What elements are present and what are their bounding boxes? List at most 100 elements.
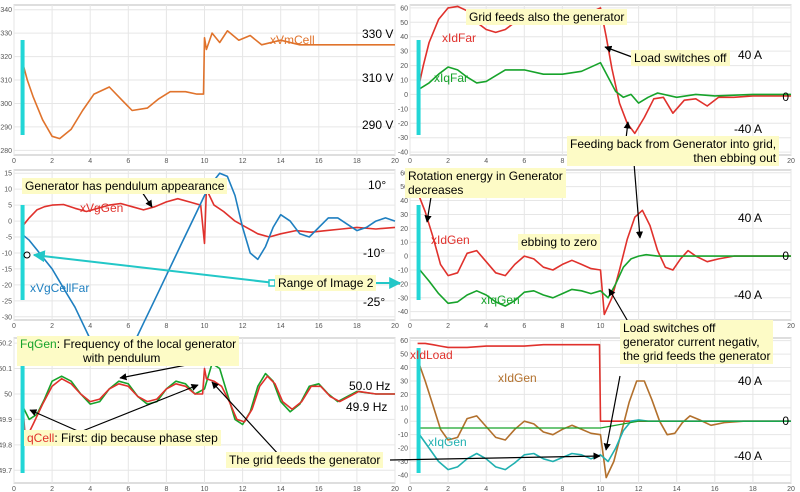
x-tick-label: 8: [560, 158, 564, 165]
x-tick-label: 2: [50, 323, 54, 330]
series-line-xiqgen: [416, 253, 791, 307]
series-line-green-ref: [417, 420, 791, 429]
annotation-grid-feeds-also: Grid feeds also the generator: [466, 9, 628, 25]
annotation-rotation-line2: decreases: [408, 183, 464, 197]
y-tick-label: -40: [398, 472, 408, 479]
unit-label-310v: 310 V: [362, 71, 393, 85]
y-tick-label: -10: [2, 250, 12, 257]
x-tick-label: 20: [391, 323, 399, 330]
x-tick-label: 8: [560, 486, 564, 492]
unit-label-40a: 40 A: [738, 374, 762, 388]
series-label-xvmcell: xVmCell: [270, 33, 315, 47]
fqcell-text: : First: dip because phase step: [54, 431, 218, 445]
x-tick-label: 0: [408, 158, 412, 165]
x-tick-label: 2: [50, 158, 54, 165]
x-tick-label: 6: [126, 486, 130, 492]
x-tick-label: 4: [484, 323, 488, 330]
y-tick-label: 280: [0, 148, 12, 155]
y-tick-label: 310: [0, 78, 12, 85]
unit-label-0a: 0: [782, 249, 789, 263]
y-tick-label: -10: [398, 432, 408, 439]
annotation-feeding-back: Feeding back from Generator into grid, t…: [567, 136, 780, 166]
unit-label-330v: 330 V: [362, 27, 393, 41]
y-tick-label: 330: [0, 31, 12, 38]
y-tick-label: 0: [404, 92, 408, 99]
arrow-fqcell-dip: [29, 409, 81, 433]
arrow-grid-feeds-generator-right: [603, 375, 621, 451]
y-tick-label: 0: [8, 219, 12, 226]
arrow-feeding-back-bottom: [633, 162, 644, 239]
y-tick-label: -10: [398, 106, 408, 113]
y-tick-label: -30: [398, 295, 408, 302]
chart-panel-top-right: 024681012141618206050403020100-10-20-30-…: [398, 4, 795, 165]
x-tick-label: 16: [711, 486, 719, 492]
x-tick-label: 14: [277, 323, 285, 330]
x-tick-label: 2: [446, 158, 450, 165]
x-tick-label: 0: [408, 486, 412, 492]
x-tick-label: 12: [239, 158, 247, 165]
x-tick-label: 10: [201, 158, 209, 165]
unit-label-minus40a: -40 A: [734, 122, 762, 136]
y-tick-label: 50: [400, 20, 408, 27]
x-tick-label: 0: [12, 486, 16, 492]
y-tick-label: 50: [4, 391, 12, 398]
series-label-xvgcellfar: xVgCellFar: [30, 281, 89, 295]
annotation-rotation-energy: Rotation energy in Generator decreases: [405, 168, 566, 198]
y-tick-label: 40: [400, 198, 408, 205]
y-tick-label: 60: [400, 338, 408, 345]
arrow-grid-feeds-right: [389, 452, 601, 461]
x-tick-label: 14: [673, 486, 681, 492]
series-line-xvmcell: [20, 30, 395, 140]
y-tick-label: -10: [398, 268, 408, 275]
x-tick-label: 12: [239, 486, 247, 492]
y-tick-label: -25: [2, 298, 12, 305]
y-tick-label: 0: [404, 419, 408, 426]
x-tick-label: 16: [315, 158, 323, 165]
x-tick-label: 4: [484, 158, 488, 165]
y-tick-label: 50: [400, 184, 408, 191]
unit-label-minus25deg: -25°: [363, 295, 385, 309]
y-tick-label: -40: [398, 150, 408, 157]
arrow-load-switches-off: [604, 45, 633, 58]
y-tick-label: 290: [0, 124, 12, 131]
x-tick-label: 20: [391, 486, 399, 492]
y-tick-label: -20: [398, 121, 408, 128]
series-label-xidload: xIdLoad: [410, 348, 453, 362]
unit-label-0a: 0: [782, 90, 789, 104]
time-marker: [416, 40, 421, 135]
y-tick-label: -30: [398, 459, 408, 466]
y-tick-label: 49.7: [0, 468, 12, 475]
unit-label-50hz: 50.0 Hz: [349, 379, 390, 393]
x-tick-label: 4: [88, 486, 92, 492]
series-label-xidgen: xIdGen: [498, 371, 537, 385]
annotation-fqgen-line2: with pendulum: [83, 351, 161, 365]
time-marker: [20, 40, 25, 135]
x-tick-label: 16: [315, 323, 323, 330]
y-tick-label: 10: [4, 187, 12, 194]
series-label-xidgen: xIdGen: [431, 233, 470, 247]
series-line-xvgcellfar: [21, 172, 396, 366]
fqgen-prefix: FqGen: [20, 337, 57, 351]
y-tick-label: 40: [400, 365, 408, 372]
annotation-range-image: Range of Image 2: [275, 275, 377, 291]
y-tick-label: 300: [0, 101, 12, 108]
unit-label-minus10deg: -10°: [363, 246, 385, 260]
annotation-grid-feeds-generator: The grid feeds the generator: [226, 452, 384, 468]
fqcell-prefix: qCell: [27, 431, 55, 445]
x-tick-label: 10: [597, 323, 605, 330]
x-tick-label: 4: [88, 323, 92, 330]
x-tick-label: 6: [522, 323, 526, 330]
series-line-fqcell: [20, 367, 395, 441]
series-label-xiqgen: xIqGen: [428, 435, 467, 449]
y-tick-label: 30: [400, 378, 408, 385]
y-tick-label: 30: [400, 49, 408, 56]
y-tick-label: 20: [400, 226, 408, 233]
time-marker: [416, 205, 421, 300]
y-tick-label: 10: [400, 405, 408, 412]
series-line-xidgen: [416, 191, 791, 316]
y-tick-label: 340: [0, 7, 12, 14]
x-tick-label: 10: [597, 486, 605, 492]
annotation-load-off-line1: Load switches off: [623, 321, 716, 335]
time-marker: [20, 348, 25, 473]
x-tick-label: 4: [484, 486, 488, 492]
